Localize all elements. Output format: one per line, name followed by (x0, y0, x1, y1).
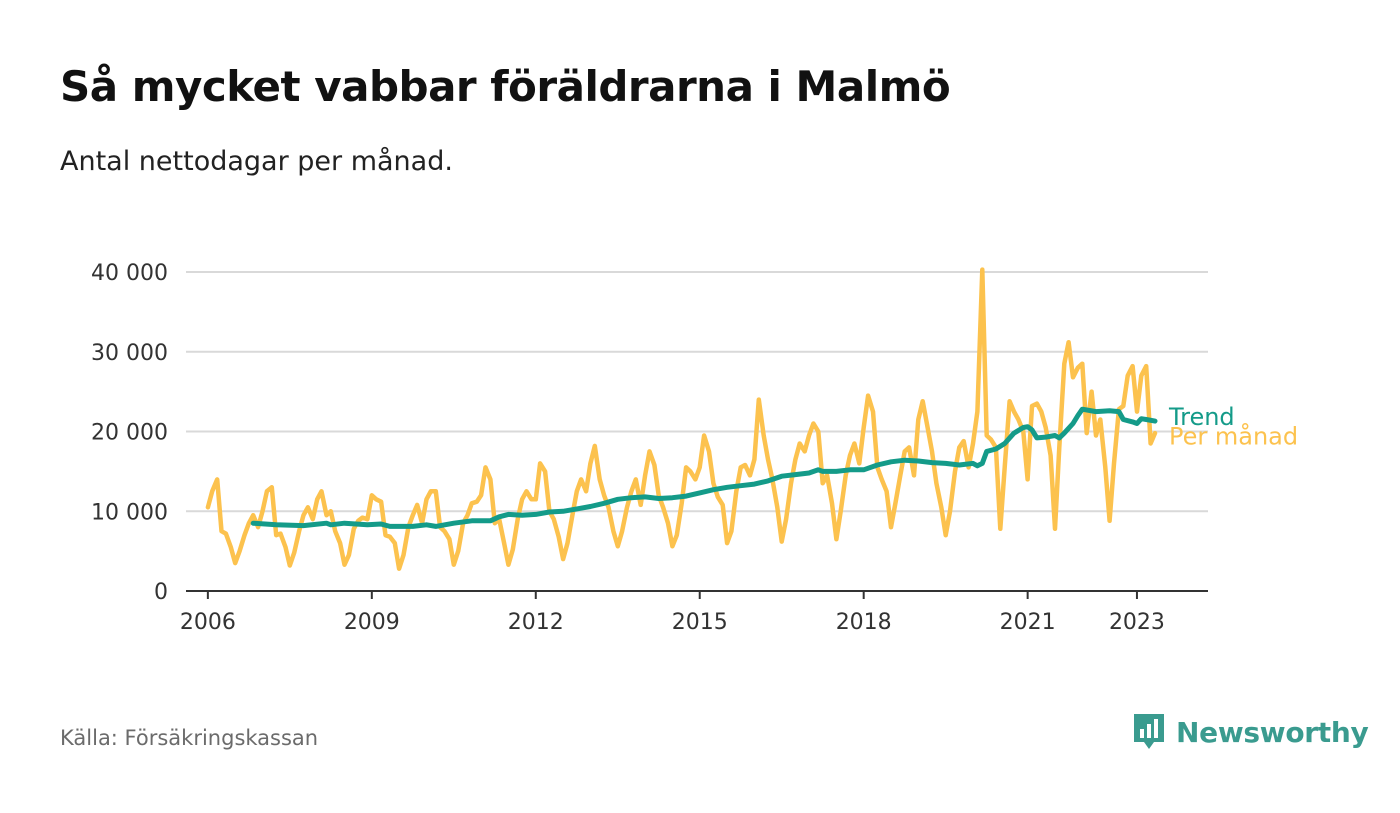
series-line-trend (250, 406, 1158, 529)
x-tick-label: 2018 (836, 610, 892, 635)
x-tick-label: 2021 (1000, 610, 1056, 635)
x-tick-label: 2023 (1109, 610, 1165, 635)
series-lines (205, 267, 1158, 571)
chart-title: Så mycket vabbar föräldrarna i Malmö (60, 62, 951, 111)
y-tick-label: 40 000 (91, 261, 168, 286)
x-tick-label: 2015 (672, 610, 728, 635)
y-axis-ticks: 0 10 000 20 000 30 000 40 000 (91, 261, 168, 605)
gridlines (186, 271, 1208, 513)
series-line-monthly (205, 267, 1158, 571)
x-tick-label: 2006 (180, 610, 236, 635)
y-tick-label: 20 000 (91, 421, 168, 446)
y-tick-label: 30 000 (91, 341, 168, 366)
x-tick-label: 2009 (344, 610, 400, 635)
y-tick-label: 0 (154, 580, 168, 605)
newsworthy-icon (1134, 714, 1164, 749)
chart-subtitle: Antal nettodagar per månad. (60, 146, 453, 177)
series-label-trend: Trend (1168, 403, 1235, 431)
brand-name: Newsworthy (1176, 715, 1369, 749)
series-label-monthly: Per månad (1169, 421, 1298, 450)
source-note: Källa: Försäkringskassan (60, 726, 319, 750)
x-axis-ticks: 2006 2009 2012 2015 2018 2021 2023 (180, 590, 1208, 635)
x-tick-label: 2012 (508, 610, 564, 635)
brand-logo: Newsworthy (1132, 712, 1369, 752)
y-tick-label: 10 000 (91, 500, 168, 525)
